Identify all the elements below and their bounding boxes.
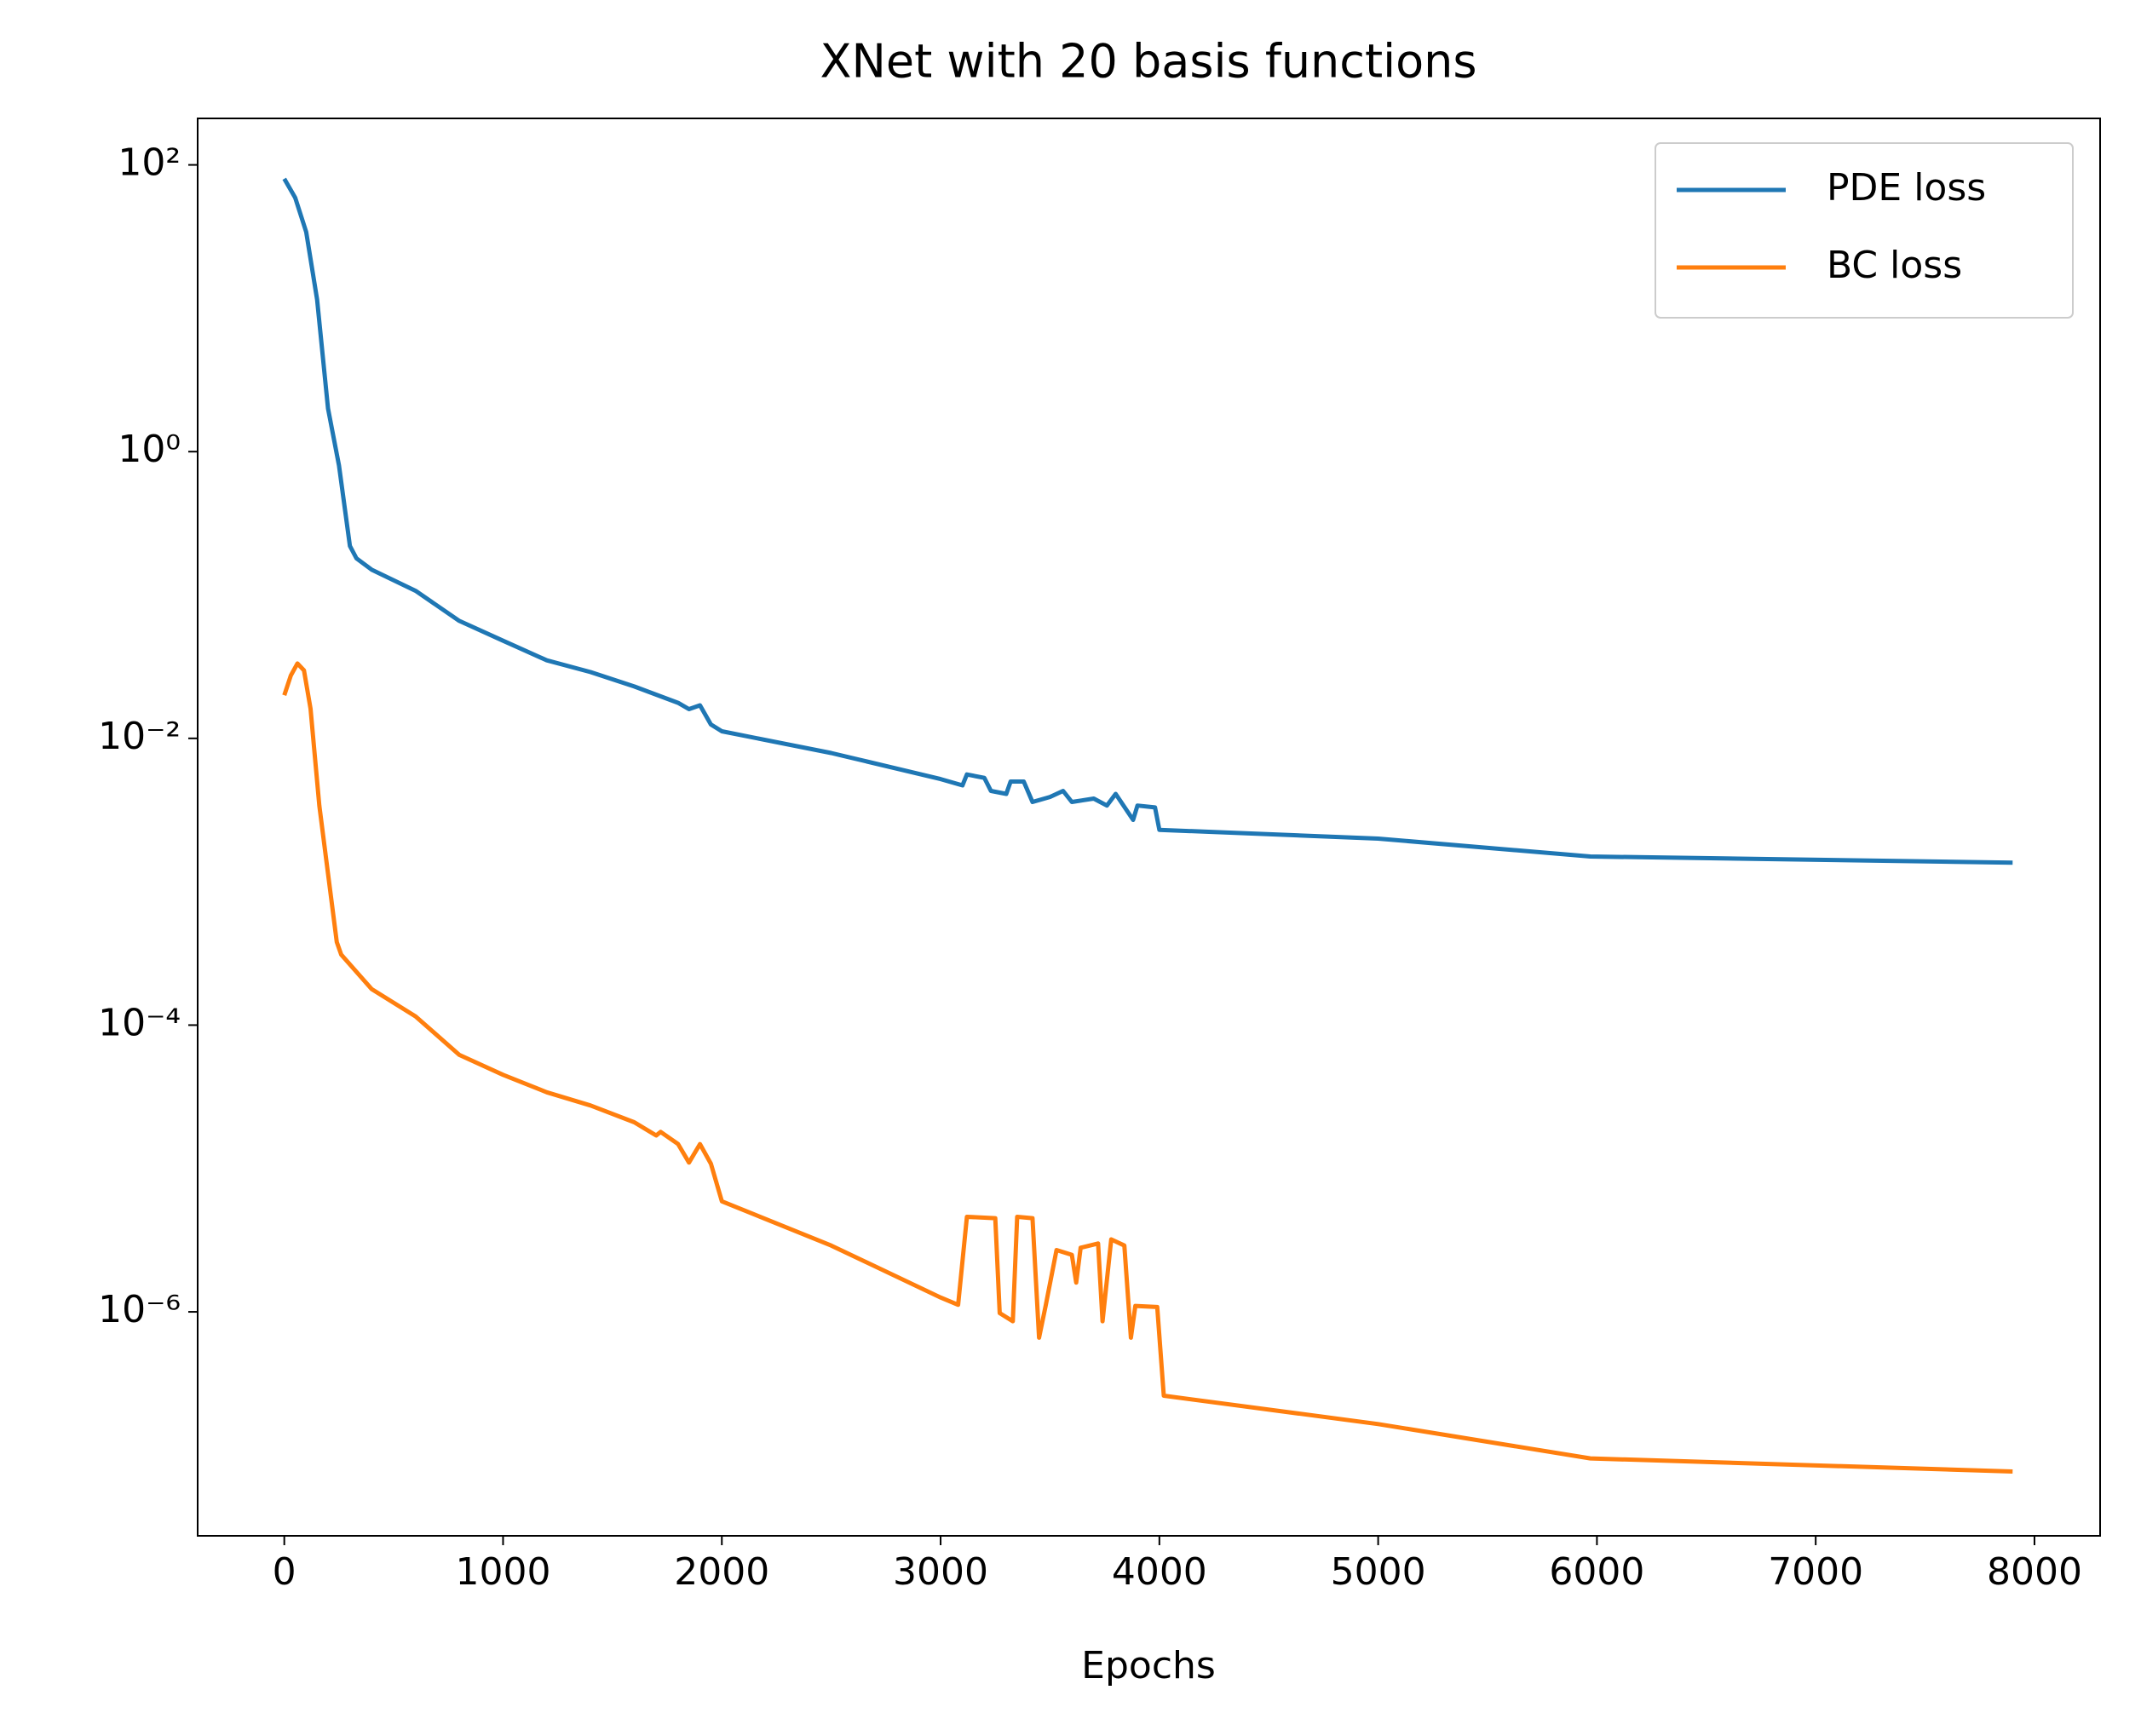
legend-label: PDE loss — [1827, 166, 1986, 210]
x-tick-label: 3000 — [893, 1550, 988, 1594]
chart-title: XNet with 20 basis functions — [820, 35, 1476, 89]
x-tick-label: 7000 — [1768, 1550, 1863, 1594]
line-series — [282, 177, 2013, 865]
line-series — [282, 661, 2013, 1474]
x-tick-label: 1000 — [455, 1550, 550, 1594]
y-tick-label: 10⁻² — [98, 715, 181, 758]
y-tick-label: 10⁰ — [118, 428, 181, 471]
y-tick-label: 10⁻⁶ — [98, 1288, 181, 1331]
x-axis-label: Epochs — [1081, 1644, 1216, 1687]
x-tick-label: 8000 — [1987, 1550, 2082, 1594]
x-tick-label: 2000 — [674, 1550, 769, 1594]
x-tick-label: 5000 — [1331, 1550, 1426, 1594]
y-tick-label: 10² — [118, 141, 181, 185]
x-tick-label: 6000 — [1549, 1550, 1644, 1594]
plot-frame — [197, 118, 2101, 1537]
x-tick-label: 0 — [273, 1550, 296, 1594]
x-tick-label: 4000 — [1112, 1550, 1207, 1594]
y-tick-label: 10⁻⁴ — [98, 1001, 181, 1044]
legend-box — [1655, 142, 2074, 319]
legend-label: BC loss — [1827, 244, 1962, 287]
